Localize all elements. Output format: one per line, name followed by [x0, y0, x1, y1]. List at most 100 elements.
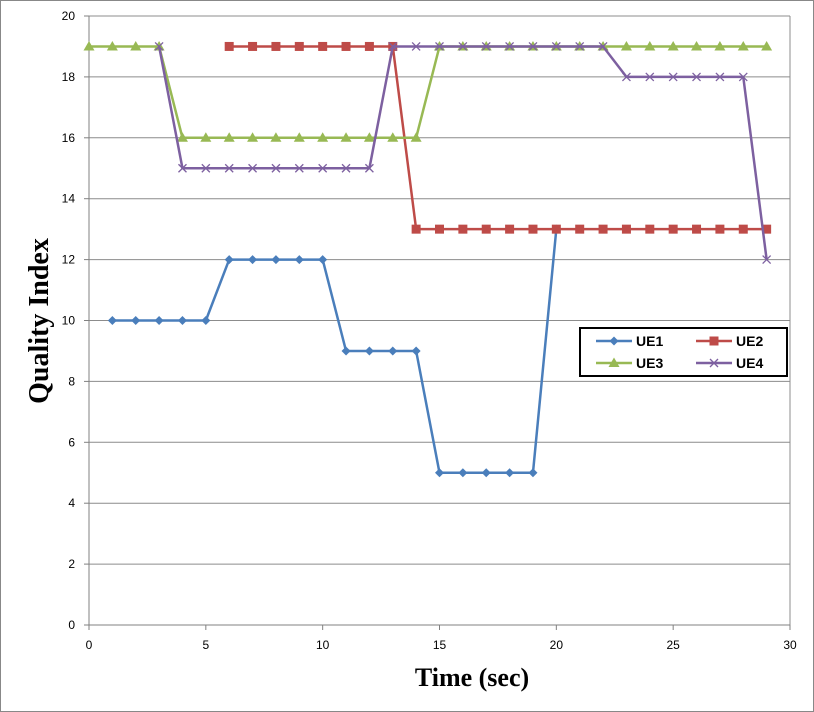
- data-point-ue1: [294, 255, 304, 265]
- legend-label-ue4: UE4: [736, 355, 763, 371]
- data-point-ue4: [692, 72, 701, 82]
- data-point-ue3: [223, 132, 235, 142]
- data-point-ue2: [575, 224, 585, 234]
- data-point-ue2: [411, 224, 421, 234]
- legend-item-ue3: UE3: [596, 355, 663, 371]
- series-group: [83, 40, 773, 478]
- data-point-ue1: [341, 346, 351, 356]
- y-tick-label: 18: [62, 70, 76, 84]
- y-axis-title: Quality Index: [24, 238, 55, 404]
- data-point-ue3: [410, 132, 422, 142]
- data-point-ue4: [551, 41, 561, 51]
- marker-stroke: [294, 163, 304, 173]
- legend-box: [579, 327, 788, 377]
- marker-stroke: [271, 163, 281, 173]
- data-point-ue4: [528, 41, 538, 51]
- data-point-ue2: [528, 224, 538, 234]
- data-point-ue3: [644, 40, 656, 51]
- marker-stroke: [645, 72, 655, 82]
- data-point-ue2: [435, 224, 444, 234]
- data-point-ue2: [294, 41, 304, 51]
- data-point-ue1: [107, 316, 117, 325]
- legend-item-ue2: UE2: [696, 333, 763, 349]
- marker-stroke: [505, 41, 515, 51]
- data-point-ue2: [341, 41, 351, 51]
- y-tick-label: 4: [68, 496, 75, 510]
- data-point-ue4: [248, 163, 258, 173]
- data-point-ue4: [458, 41, 468, 51]
- data-point-ue3: [737, 40, 749, 51]
- marker-stroke: [178, 163, 187, 173]
- data-point-ue2: [505, 224, 515, 234]
- data-point-ue2: [224, 41, 234, 51]
- data-point-ue2: [645, 224, 655, 234]
- data-point-ue4: [364, 163, 374, 173]
- data-point-ue4: [715, 72, 725, 82]
- data-point-ue1: [248, 255, 258, 265]
- data-point-ue1: [271, 255, 281, 265]
- legend: UE1 UE2 UE3 UE4: [579, 327, 788, 377]
- marker-stroke: [762, 255, 772, 265]
- data-point-ue4: [481, 41, 491, 51]
- data-point-ue2: [738, 224, 748, 234]
- marker-stroke: [341, 163, 351, 173]
- data-point-ue4: [294, 163, 304, 173]
- legend-swatch-marker: [608, 357, 620, 367]
- data-point-ue4: [178, 163, 187, 173]
- data-point-ue2: [715, 224, 725, 234]
- data-point-ue4: [762, 255, 772, 265]
- marker-stroke: [411, 41, 421, 51]
- marker-stroke: [668, 72, 678, 82]
- data-point-ue1: [364, 346, 374, 356]
- data-point-ue2: [692, 224, 702, 234]
- y-tick-label: 10: [62, 314, 76, 328]
- data-point-ue4: [668, 72, 678, 82]
- data-point-ue3: [83, 40, 95, 51]
- legend-swatch-marker: [709, 358, 719, 368]
- series-ue4: [154, 41, 772, 265]
- y-tick-label: 12: [62, 253, 76, 267]
- marker-stroke: [551, 41, 561, 51]
- data-point-ue1: [201, 316, 211, 325]
- gridlines: [89, 15, 791, 625]
- legend-label-ue3: UE3: [636, 355, 663, 371]
- data-point-ue4: [341, 163, 351, 173]
- data-point-ue1: [224, 255, 234, 265]
- marker-stroke: [388, 41, 398, 51]
- data-point-ue2: [318, 41, 328, 51]
- data-point-ue4: [621, 72, 631, 82]
- data-point-ue2: [762, 224, 772, 234]
- marker-stroke: [598, 41, 608, 51]
- y-tick-label: 2: [68, 557, 75, 571]
- data-point-ue1: [388, 346, 398, 356]
- data-point-ue4: [505, 41, 515, 51]
- y-tick-label: 8: [68, 374, 75, 388]
- data-point-ue4: [575, 41, 585, 51]
- marker-stroke: [738, 72, 748, 82]
- data-point-ue4: [411, 41, 421, 51]
- data-point-ue2: [458, 224, 468, 234]
- data-point-ue1: [411, 346, 421, 356]
- data-point-ue1: [154, 316, 164, 325]
- marker-stroke: [575, 41, 585, 51]
- marker-stroke: [715, 72, 725, 82]
- data-point-ue1: [177, 316, 187, 325]
- marker-stroke: [248, 163, 258, 173]
- series-ue2: [224, 41, 772, 234]
- data-point-ue4: [388, 41, 398, 51]
- data-point-ue3: [714, 40, 726, 51]
- data-point-ue3: [200, 132, 212, 142]
- marker-stroke: [201, 163, 211, 173]
- data-point-ue4: [224, 163, 234, 173]
- x-axis-title: Time (sec): [415, 663, 529, 692]
- series-ue3: [83, 40, 773, 142]
- data-point-ue4: [154, 41, 164, 51]
- data-point-ue1: [505, 468, 515, 478]
- data-point-ue3: [247, 132, 259, 142]
- data-point-ue3: [667, 40, 679, 51]
- data-point-ue1: [131, 316, 141, 325]
- marker-stroke: [224, 163, 234, 173]
- data-point-ue3: [691, 40, 703, 51]
- data-point-ue2: [481, 224, 491, 234]
